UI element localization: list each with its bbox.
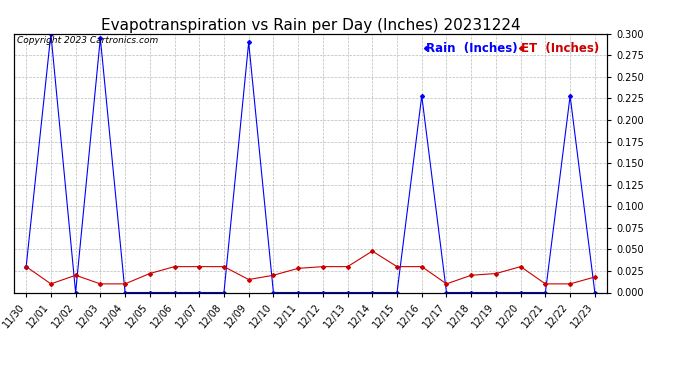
Rain  (Inches)	[96, 36, 104, 40]
Rain  (Inches)	[195, 290, 204, 295]
Rain  (Inches)	[146, 290, 154, 295]
Rain  (Inches)	[121, 290, 129, 295]
Line: Rain  (Inches): Rain (Inches)	[25, 32, 596, 294]
ET  (Inches)	[294, 266, 302, 271]
Rain  (Inches)	[344, 290, 352, 295]
Rain  (Inches)	[368, 290, 377, 295]
Rain  (Inches)	[244, 40, 253, 45]
Rain  (Inches)	[294, 290, 302, 295]
Text: Copyright 2023 Cartronics.com: Copyright 2023 Cartronics.com	[17, 36, 158, 45]
ET  (Inches)	[96, 282, 104, 286]
Rain  (Inches)	[591, 290, 599, 295]
ET  (Inches)	[195, 264, 204, 269]
Rain  (Inches)	[517, 290, 525, 295]
Rain  (Inches)	[492, 290, 500, 295]
ET  (Inches)	[442, 282, 451, 286]
ET  (Inches)	[121, 282, 129, 286]
ET  (Inches)	[566, 282, 574, 286]
Line: ET  (Inches): ET (Inches)	[25, 250, 596, 285]
ET  (Inches)	[417, 264, 426, 269]
Rain  (Inches)	[22, 264, 30, 269]
Rain  (Inches)	[442, 290, 451, 295]
Rain  (Inches)	[393, 290, 401, 295]
Rain  (Inches)	[319, 290, 327, 295]
ET  (Inches)	[467, 273, 475, 278]
ET  (Inches)	[244, 278, 253, 282]
Rain  (Inches)	[566, 94, 574, 98]
ET  (Inches)	[517, 264, 525, 269]
ET  (Inches)	[170, 264, 179, 269]
ET  (Inches)	[368, 249, 377, 254]
ET  (Inches)	[22, 264, 30, 269]
ET  (Inches)	[492, 271, 500, 276]
ET  (Inches)	[220, 264, 228, 269]
Rain  (Inches)	[220, 290, 228, 295]
ET  (Inches)	[344, 264, 352, 269]
ET  (Inches)	[393, 264, 401, 269]
Legend: Rain  (Inches), ET  (Inches): Rain (Inches), ET (Inches)	[423, 40, 601, 57]
ET  (Inches)	[47, 282, 55, 286]
Rain  (Inches)	[417, 94, 426, 98]
ET  (Inches)	[319, 264, 327, 269]
Rain  (Inches)	[72, 290, 80, 295]
ET  (Inches)	[591, 275, 599, 279]
Title: Evapotranspiration vs Rain per Day (Inches) 20231224: Evapotranspiration vs Rain per Day (Inch…	[101, 18, 520, 33]
ET  (Inches)	[72, 273, 80, 278]
Rain  (Inches)	[541, 290, 549, 295]
Rain  (Inches)	[170, 290, 179, 295]
Rain  (Inches)	[47, 32, 55, 36]
ET  (Inches)	[541, 282, 549, 286]
Rain  (Inches)	[269, 290, 277, 295]
Rain  (Inches)	[467, 290, 475, 295]
ET  (Inches)	[146, 271, 154, 276]
ET  (Inches)	[269, 273, 277, 278]
